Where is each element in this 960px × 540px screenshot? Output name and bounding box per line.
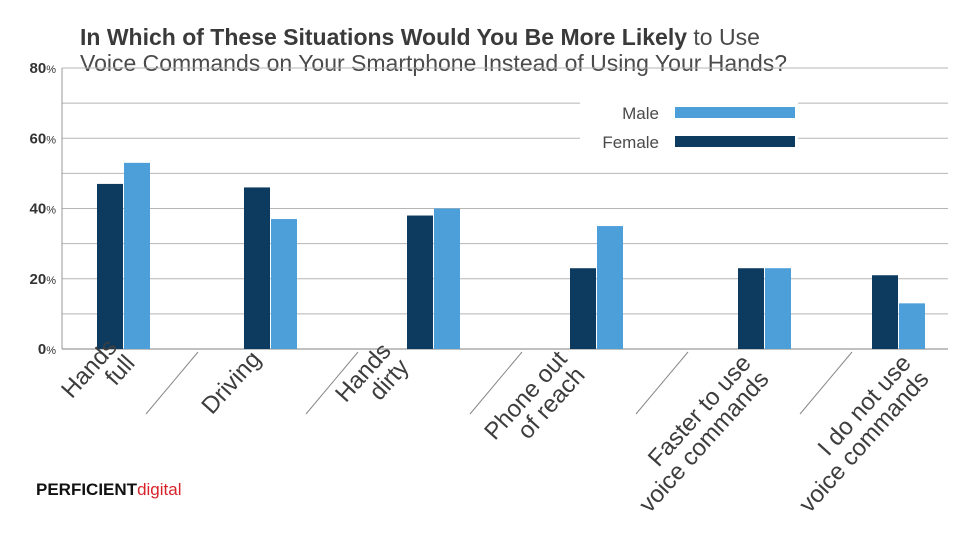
gridlines	[61, 67, 948, 350]
legend-box	[580, 90, 798, 162]
chart-title: In Which of These Situations Would You B…	[80, 24, 950, 76]
category-separator	[799, 351, 853, 415]
y-tick-unit: %	[46, 205, 56, 217]
legend-label: Female	[602, 133, 659, 152]
bar-female	[872, 275, 898, 349]
bar-male	[271, 219, 297, 349]
category-separator	[469, 351, 523, 415]
y-tick-label: 60%	[30, 130, 57, 147]
legend-swatch	[675, 107, 795, 118]
bar-male	[124, 162, 150, 349]
legend-swatch	[675, 136, 795, 147]
y-tick-number: 0	[38, 341, 46, 358]
y-tick-unit: %	[46, 275, 56, 287]
y-axis: 0%20%40%60%80%	[30, 60, 57, 358]
y-tick-label: 20%	[30, 271, 57, 288]
y-tick-label: 0%	[38, 341, 56, 358]
bar-male	[597, 226, 623, 349]
legend-label: Male	[622, 104, 659, 123]
y-tick-unit: %	[46, 345, 56, 357]
x-category-label: I do not usevoice commands	[776, 350, 934, 518]
x-category-label: Driving	[196, 346, 266, 420]
y-tick-number: 80	[30, 60, 47, 77]
bar-female	[244, 187, 270, 349]
x-category-label: Faster to usevoice commands	[616, 350, 774, 518]
category-separator	[305, 351, 359, 415]
bar-female	[738, 268, 764, 349]
bar-male	[899, 303, 925, 349]
bars	[97, 162, 925, 349]
category-separator	[635, 351, 689, 415]
y-tick-label: 80%	[30, 60, 57, 77]
x-category-label-line: Driving	[196, 346, 266, 420]
brand-logo-part2: digital	[137, 480, 182, 499]
y-tick-unit: %	[46, 64, 56, 76]
y-tick-label: 40%	[30, 201, 57, 218]
bar-female	[407, 215, 433, 349]
chart-title-rest: to Use	[693, 24, 760, 50]
y-tick-unit: %	[46, 134, 56, 146]
bar-male	[765, 268, 791, 349]
y-tick-number: 20	[30, 271, 47, 288]
bar-female	[97, 183, 123, 349]
x-category-label: Phone outof reach	[479, 346, 590, 462]
brand-logo: PERFICIENTdigital	[36, 480, 181, 500]
y-tick-number: 40	[30, 201, 47, 218]
legend: Male Female	[580, 90, 798, 162]
x-category-label: Handsdirty	[330, 338, 414, 424]
x-axis: Handsfull Driving Handsdirty Phone outof re…	[56, 334, 934, 518]
bar-male	[434, 208, 460, 349]
chart-title-line2: Voice Commands on Your Smartphone Instea…	[80, 50, 788, 76]
brand-logo-part1: PERFICIENT	[36, 480, 138, 499]
chart-title-bold: In Which of These Situations Would You B…	[80, 24, 687, 50]
y-tick-number: 60	[30, 130, 47, 147]
bar-female	[570, 268, 596, 349]
category-separator	[145, 351, 199, 415]
